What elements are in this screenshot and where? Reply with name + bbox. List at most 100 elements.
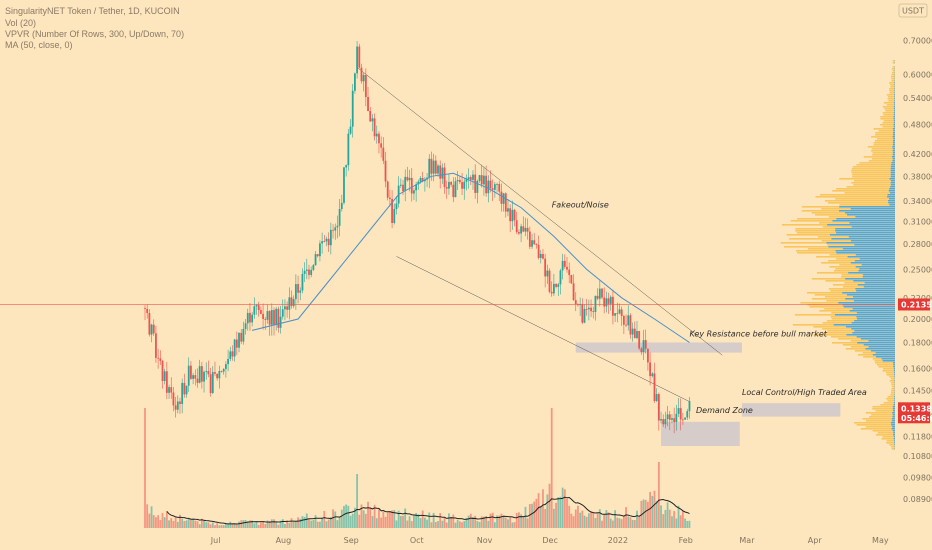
vpvr-row-down	[851, 322, 895, 324]
candle-body	[165, 371, 168, 393]
candle-body	[660, 419, 662, 421]
volume-bar	[496, 515, 498, 528]
vpvr-row-up	[829, 266, 856, 268]
vpvr-row-up	[877, 432, 894, 434]
volume-bar	[279, 520, 282, 528]
vpvr-row-up	[827, 330, 855, 332]
candle-body	[375, 133, 378, 137]
candle-body	[480, 175, 483, 185]
vpvr-row-down	[890, 172, 895, 174]
vpvr-row-down	[893, 102, 895, 104]
volume-bar	[321, 517, 324, 528]
volume-bar	[458, 521, 461, 528]
last-price-tag	[898, 402, 930, 424]
vpvr-row-up	[889, 380, 895, 382]
vpvr-row-up	[892, 70, 895, 72]
candle-body	[246, 312, 249, 324]
volume-bar	[209, 524, 212, 528]
vpvr-row-up	[828, 216, 856, 218]
candle-body	[496, 184, 498, 185]
vpvr-row-down	[872, 354, 895, 356]
candle-body	[609, 296, 612, 304]
vpvr-row-down	[834, 314, 895, 316]
currency-badge[interactable]: USDT	[898, 3, 928, 18]
candle-body	[653, 373, 656, 401]
candle-body	[235, 339, 238, 348]
volume-bar	[544, 509, 547, 528]
vpvr-row-up	[889, 444, 895, 446]
vpvr-row-up	[891, 448, 895, 450]
vpvr-row-up	[887, 98, 895, 100]
volume-bar	[388, 511, 391, 528]
volume-bar	[454, 522, 457, 528]
volume-bar	[587, 513, 590, 528]
vpvr-row-down	[860, 338, 895, 340]
candle-body	[402, 184, 404, 192]
x-tick-label: 2022	[608, 536, 628, 545]
vpvr-row-down	[856, 312, 895, 314]
vpvr-row-down	[890, 166, 895, 168]
vpvr-row-down	[893, 114, 895, 116]
indicator-vol[interactable]: Vol (20)	[5, 18, 36, 28]
candle-body	[513, 209, 516, 221]
volume-bar	[561, 487, 564, 528]
vpvr-row-up	[817, 236, 849, 238]
vpvr-row-down	[846, 334, 895, 336]
candle-body	[310, 269, 313, 275]
indicator-vpvr[interactable]: VPVR (Number Of Rows, 300, Up/Down, 70)	[5, 29, 184, 39]
vpvr-row-down	[892, 136, 895, 138]
vpvr-row-up	[871, 158, 893, 160]
volume-bar	[413, 515, 415, 528]
vpvr-row-down	[889, 192, 895, 194]
vpvr-row-down	[893, 134, 895, 136]
annotation-label: Fakeout/Noise	[552, 201, 609, 210]
volume-bar	[336, 520, 339, 528]
volume-bar	[629, 517, 632, 528]
vpvr-row-up	[842, 344, 864, 346]
vpvr-row-down	[893, 402, 895, 404]
volume-bar	[192, 519, 195, 528]
vpvr-row-down	[894, 444, 895, 446]
vpvr-row-down	[845, 298, 895, 300]
vpvr-row-up	[845, 348, 866, 350]
volume-bar	[345, 504, 348, 528]
vpvr-row-up	[824, 200, 888, 202]
candle-body	[528, 231, 531, 247]
volume-ma-line	[166, 496, 690, 525]
vpvr-row-up	[841, 276, 863, 278]
candle-body	[253, 306, 256, 315]
vpvr-row-up	[797, 218, 837, 220]
volume-bar	[432, 512, 435, 528]
volume-bar	[668, 509, 671, 528]
volume-bar	[288, 522, 291, 528]
vpvr-row-up	[822, 226, 852, 228]
volume-bar	[513, 522, 516, 528]
vpvr-row-up	[880, 404, 894, 406]
indicator-ma[interactable]: MA (50, close, 0)	[5, 40, 73, 50]
volume-bar	[410, 521, 413, 528]
candle-body	[207, 371, 210, 375]
vpvr-row-up	[821, 240, 852, 242]
volume-bar	[240, 520, 243, 528]
vpvr-row-down	[892, 420, 895, 422]
vpvr-row-up	[891, 388, 895, 390]
volume-bar	[461, 522, 463, 528]
candle-body	[227, 358, 229, 365]
candle-body	[384, 160, 387, 182]
candle-body	[666, 414, 669, 420]
vpvr-row-down	[892, 408, 895, 410]
volume-bar	[671, 516, 673, 528]
candle-body	[636, 331, 638, 339]
candle-body	[251, 314, 254, 323]
vpvr-row-up	[882, 122, 894, 124]
volume-bar	[262, 521, 264, 528]
candle-body	[203, 371, 205, 382]
vpvr-row-down	[891, 162, 895, 164]
vpvr-row-down	[890, 174, 895, 176]
candle-body	[194, 375, 197, 379]
volume-bar	[196, 521, 199, 528]
